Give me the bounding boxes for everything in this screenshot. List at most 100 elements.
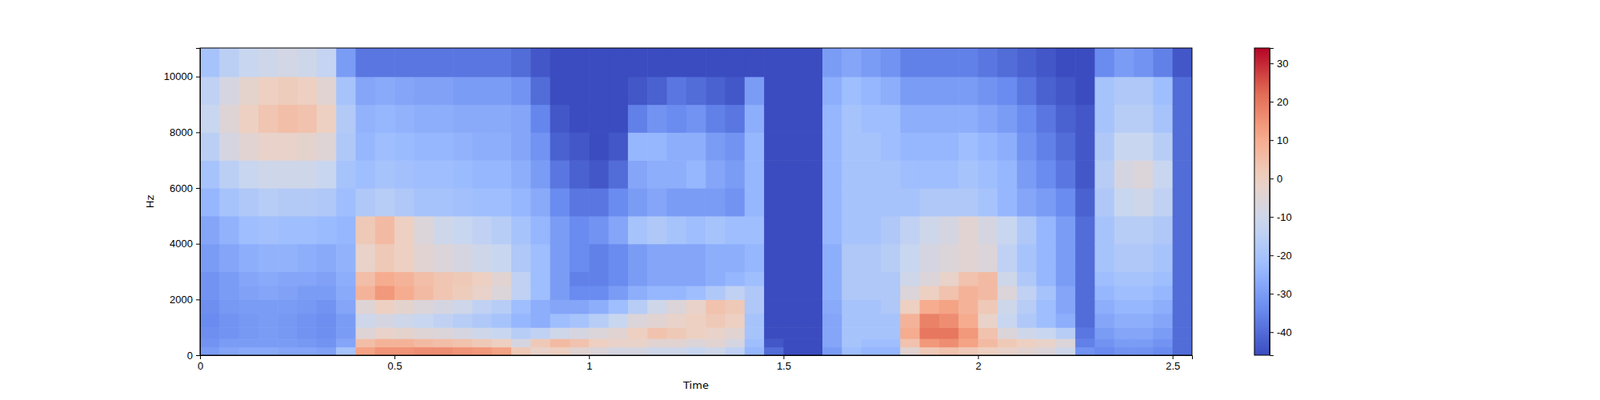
cell	[375, 216, 396, 244]
cell	[1114, 48, 1135, 77]
cell	[452, 347, 473, 356]
cell	[628, 313, 648, 328]
cell	[1094, 285, 1115, 300]
cell	[530, 160, 551, 188]
cell	[239, 347, 260, 356]
cell	[200, 299, 220, 314]
cell	[356, 188, 376, 216]
cell	[277, 132, 298, 160]
cell	[880, 76, 901, 105]
cell	[588, 347, 609, 356]
tick-mark	[978, 355, 980, 360]
cell	[219, 216, 240, 244]
cell	[239, 272, 260, 287]
cell	[394, 244, 415, 272]
cell	[1114, 285, 1135, 300]
tick-label: 2.5	[1165, 360, 1180, 372]
cell	[647, 76, 668, 105]
cell	[530, 48, 551, 77]
cell	[939, 338, 960, 348]
tick: 0.5	[388, 355, 403, 372]
cell	[667, 188, 688, 216]
cell	[413, 338, 434, 348]
cell	[628, 347, 648, 356]
cell	[861, 327, 882, 340]
cell	[1152, 327, 1173, 340]
cell	[783, 313, 804, 328]
cell	[958, 132, 979, 160]
cell	[783, 104, 804, 133]
cell	[356, 313, 376, 328]
cell	[569, 327, 590, 340]
cell	[803, 160, 824, 188]
cell	[1036, 347, 1056, 356]
cell	[588, 76, 609, 105]
cell	[297, 216, 318, 244]
cell	[608, 244, 629, 272]
tick-mark	[196, 76, 200, 78]
cell	[1094, 338, 1115, 348]
cell	[433, 313, 454, 328]
cell	[413, 313, 434, 328]
cell	[297, 347, 318, 356]
cell	[258, 216, 279, 244]
cell	[744, 338, 765, 348]
tick: -30	[1269, 288, 1292, 300]
cell	[433, 188, 454, 216]
cell	[608, 327, 629, 340]
cell	[861, 188, 882, 216]
cell	[530, 188, 551, 216]
cell	[880, 188, 901, 216]
cell	[783, 285, 804, 300]
tick-label: 1.5	[776, 360, 792, 372]
cell	[744, 272, 765, 287]
cell	[1094, 327, 1115, 340]
tick-mark	[196, 244, 200, 245]
cell	[803, 299, 824, 314]
cell	[375, 160, 396, 188]
cell	[1172, 313, 1192, 328]
cell	[861, 76, 882, 105]
cell	[1036, 299, 1056, 314]
cell	[530, 216, 551, 244]
cell	[608, 299, 629, 314]
cell	[1114, 347, 1135, 356]
cell	[1075, 313, 1096, 328]
cell	[356, 48, 376, 77]
cell	[920, 160, 940, 188]
cell	[356, 76, 376, 105]
tick: 0	[187, 349, 200, 362]
cell	[647, 160, 668, 188]
cell	[667, 285, 688, 300]
cell	[822, 132, 843, 160]
cell	[705, 327, 726, 340]
tick-mark	[1269, 293, 1274, 295]
cell	[686, 160, 707, 188]
cell	[841, 299, 862, 314]
cell	[550, 299, 571, 314]
cell	[511, 216, 532, 244]
cell	[667, 48, 688, 77]
tick-label: 2	[975, 360, 981, 372]
cell	[1133, 299, 1154, 314]
cell	[394, 160, 415, 188]
cell	[803, 327, 824, 340]
cell	[277, 76, 298, 105]
cell	[1114, 104, 1135, 133]
cell	[822, 313, 843, 328]
tick: 2	[975, 355, 981, 372]
cell	[297, 132, 318, 160]
cell	[356, 244, 376, 272]
x-axis-title: Time	[682, 379, 709, 392]
cell	[686, 285, 707, 300]
cell	[258, 188, 279, 216]
tick-label: -10	[1276, 211, 1292, 224]
cell	[880, 244, 901, 272]
cell	[200, 347, 220, 356]
cell	[1075, 299, 1096, 314]
cell	[472, 285, 492, 300]
cell	[841, 216, 862, 244]
cell	[841, 188, 862, 216]
tick: 10000	[164, 70, 200, 83]
cell	[608, 216, 629, 244]
